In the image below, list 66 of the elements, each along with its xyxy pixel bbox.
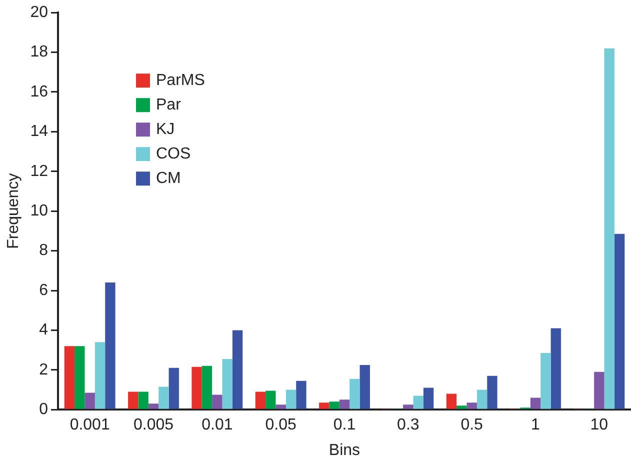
x-tick-label: 0.1 bbox=[333, 416, 356, 434]
y-tick-label: 6 bbox=[39, 282, 48, 299]
y-tick-label: 18 bbox=[30, 44, 48, 61]
y-tick-label: 8 bbox=[39, 242, 48, 260]
bar bbox=[64, 346, 75, 409]
x-axis-title: Bins bbox=[328, 442, 360, 459]
bar bbox=[550, 328, 561, 409]
y-tick-label: 16 bbox=[30, 83, 48, 100]
bar bbox=[446, 394, 457, 409]
y-tick-label: 0 bbox=[39, 401, 48, 418]
bar bbox=[350, 378, 360, 409]
bar bbox=[202, 366, 212, 409]
legend-label: CM bbox=[156, 170, 181, 188]
y-tick-label: 2 bbox=[39, 361, 48, 378]
bar bbox=[476, 390, 488, 409]
bar bbox=[168, 368, 179, 409]
bar bbox=[232, 330, 243, 409]
bar bbox=[329, 402, 340, 409]
x-tick-label: 0.01 bbox=[202, 416, 233, 434]
bar bbox=[276, 404, 286, 409]
x-tick-label: 10 bbox=[590, 416, 608, 434]
x-tick-label: 0.5 bbox=[460, 416, 484, 434]
bar bbox=[94, 342, 106, 409]
legend-label: KJ bbox=[156, 121, 175, 138]
bar bbox=[413, 396, 424, 409]
bar bbox=[74, 346, 85, 409]
bar bbox=[530, 398, 541, 409]
bar bbox=[266, 390, 276, 409]
bar bbox=[138, 392, 148, 409]
bar bbox=[456, 406, 467, 409]
bar bbox=[487, 376, 498, 409]
bar bbox=[296, 380, 306, 409]
bar bbox=[614, 234, 625, 409]
bar bbox=[192, 366, 202, 409]
bar bbox=[319, 402, 330, 409]
legend-label: ParMS bbox=[156, 72, 205, 90]
legend-label: COS bbox=[156, 146, 191, 163]
y-tick-label: 10 bbox=[30, 202, 48, 220]
bar bbox=[158, 386, 169, 409]
bar bbox=[105, 282, 116, 409]
legend-label: Par bbox=[156, 96, 182, 114]
bar bbox=[540, 353, 551, 409]
bar bbox=[360, 364, 370, 409]
bar bbox=[594, 372, 604, 409]
y-tick-label: 20 bbox=[30, 4, 48, 22]
bar bbox=[222, 358, 232, 409]
bar bbox=[339, 400, 350, 409]
bar bbox=[466, 402, 477, 409]
bar bbox=[423, 388, 434, 409]
y-tick-label: 12 bbox=[30, 162, 48, 180]
x-tick-label: 0.005 bbox=[133, 416, 174, 434]
bar bbox=[403, 404, 414, 409]
bar bbox=[128, 392, 138, 409]
x-tick-label: 0.05 bbox=[265, 416, 297, 434]
y-tick-label: 14 bbox=[30, 123, 48, 140]
bar bbox=[148, 404, 159, 409]
bar bbox=[604, 48, 614, 409]
x-tick-label: 1 bbox=[531, 416, 540, 434]
x-tick-label: 0.3 bbox=[397, 416, 420, 434]
x-tick-label: 0.001 bbox=[70, 416, 110, 434]
bar bbox=[212, 394, 222, 409]
y-tick-label: 4 bbox=[39, 322, 48, 339]
y-axis-title: Frequency bbox=[5, 173, 22, 249]
bar bbox=[84, 392, 95, 409]
bar bbox=[286, 390, 296, 409]
bar bbox=[255, 392, 266, 409]
